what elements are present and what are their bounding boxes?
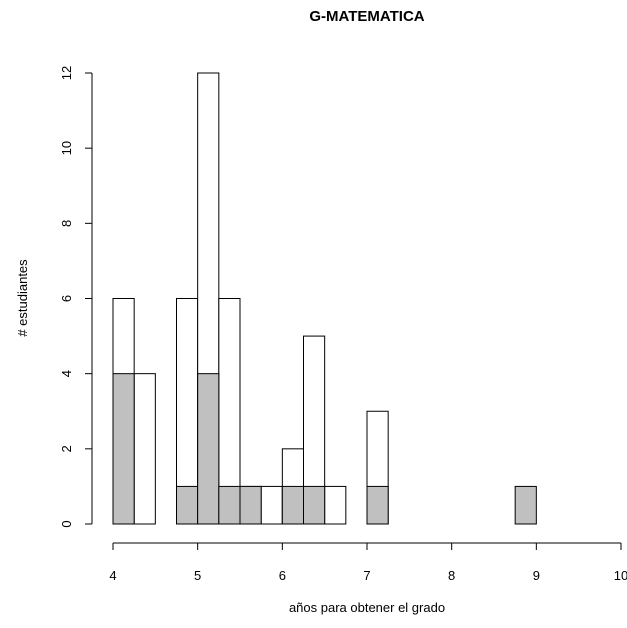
bar-subset-8 <box>303 485 326 525</box>
x-tick-label-1: 5 <box>194 568 201 583</box>
y-tick-label-4: 8 <box>59 220 74 227</box>
x-tick-label-3: 7 <box>363 568 370 583</box>
bar-subset-3 <box>197 373 220 525</box>
y-tick-label-0: 0 <box>59 520 74 527</box>
x-tick-label-0: 4 <box>109 568 116 583</box>
y-tick-label-3: 6 <box>59 295 74 302</box>
x-axis-label: años para obtener el grado <box>289 600 445 615</box>
bar-subset-4 <box>218 485 241 525</box>
bar-subset-2 <box>176 485 199 525</box>
total-bars <box>112 72 389 525</box>
x-axis: 4 5 6 7 8 9 10 <box>109 542 627 583</box>
chart-title: G-MATEMATICA <box>309 8 424 25</box>
bar-total-9 <box>324 485 347 525</box>
subset-bars <box>112 373 537 525</box>
bar-total-1 <box>133 373 156 525</box>
x-tick-label-2: 6 <box>279 568 286 583</box>
bar-subset-10 <box>366 485 389 525</box>
bar-total-6 <box>260 485 283 525</box>
x-tick-label-5: 9 <box>533 568 540 583</box>
bar-subset-7 <box>281 485 305 525</box>
x-tick-label-6: 10 <box>614 568 627 583</box>
y-tick-label-5: 10 <box>59 141 74 155</box>
y-axis: 0 2 4 6 8 10 12 <box>59 66 93 528</box>
x-tick-label-4: 8 <box>448 568 455 583</box>
y-tick-label-1: 2 <box>59 445 74 452</box>
bar-subset-11 <box>514 485 537 525</box>
y-tick-label-6: 12 <box>59 66 74 80</box>
y-tick-label-2: 4 <box>59 370 74 377</box>
bar-subset-5 <box>239 485 262 525</box>
bar-subset-0 <box>112 373 135 525</box>
y-axis-label: # estudiantes <box>15 259 30 337</box>
